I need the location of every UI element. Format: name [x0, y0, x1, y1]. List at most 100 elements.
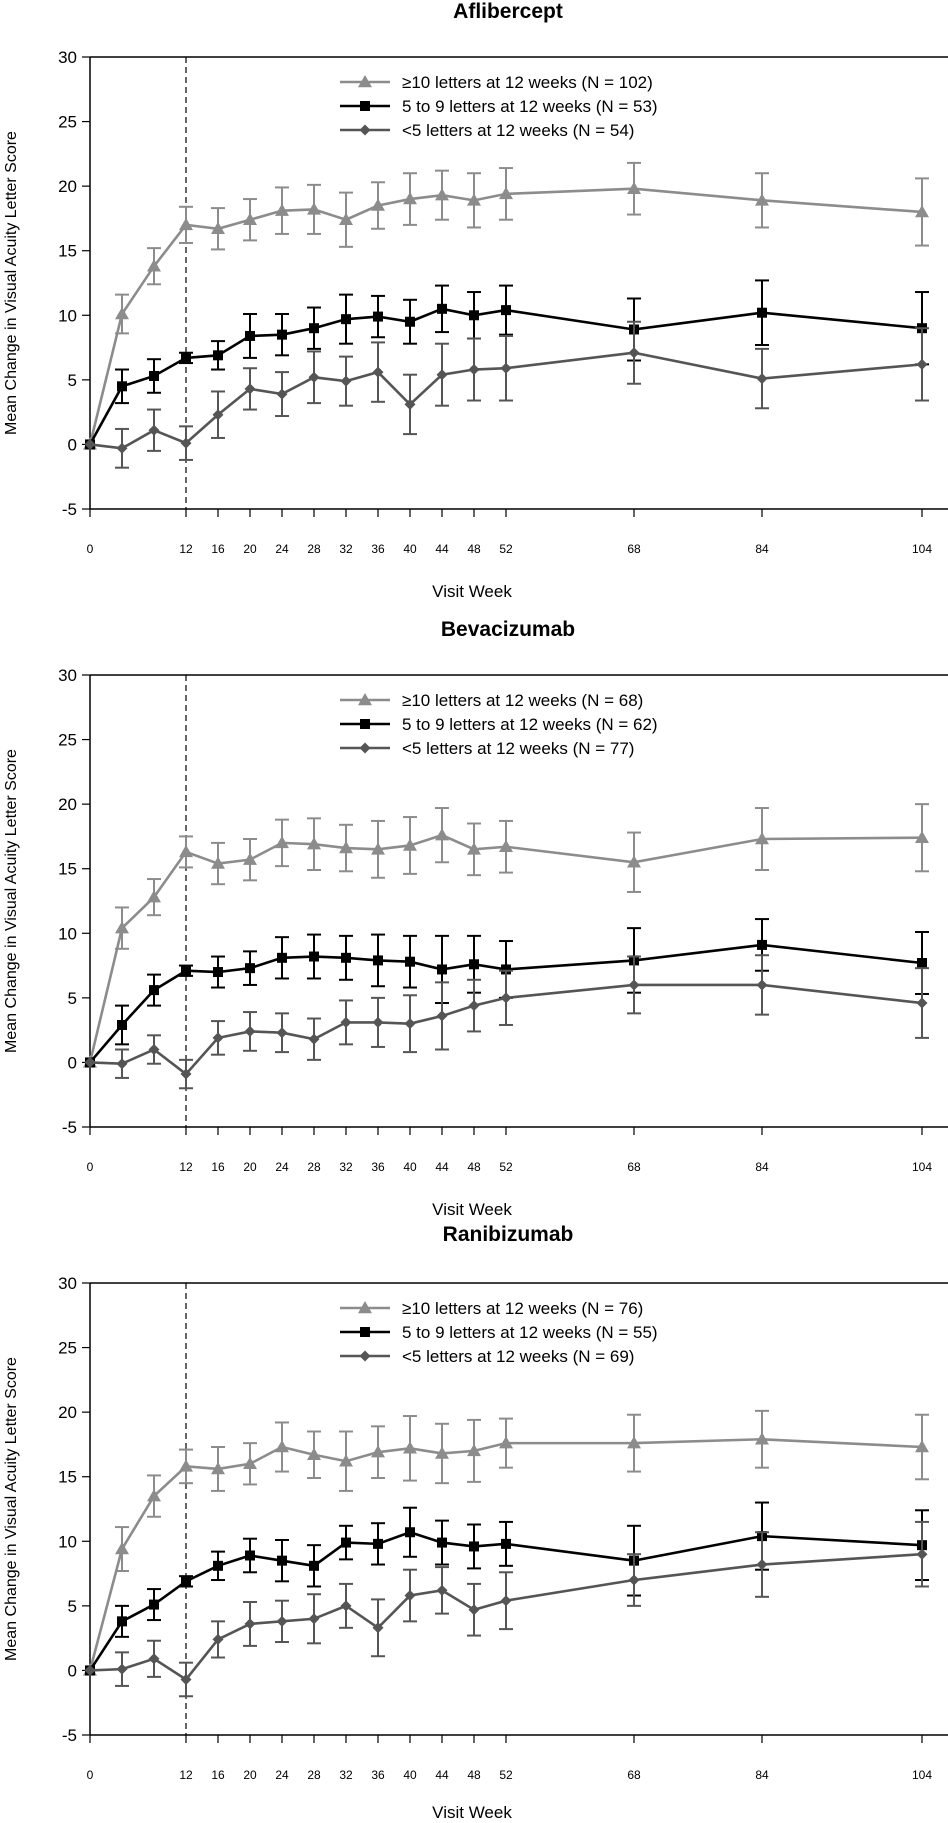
- x-tick-label: 32: [339, 542, 353, 556]
- data-point: [403, 838, 417, 851]
- y-tick-label: 0: [68, 1053, 77, 1072]
- data-point: [148, 1653, 160, 1665]
- data-point: [627, 855, 641, 868]
- data-point: [147, 890, 161, 903]
- data-point: [181, 352, 191, 363]
- x-tick-label: 20: [243, 1768, 257, 1782]
- x-tick-label: 84: [755, 1768, 769, 1782]
- data-point: [244, 383, 256, 395]
- legend-entry: <5 letters at 12 weeks (N = 54): [402, 121, 634, 140]
- x-tick-label: 84: [755, 542, 769, 556]
- series-triangle: [83, 161, 929, 450]
- x-tick-label: 52: [499, 542, 513, 556]
- x-tick-label: 28: [307, 1768, 321, 1782]
- data-point: [469, 959, 479, 970]
- data-point: [213, 350, 223, 361]
- data-point: [276, 1615, 288, 1627]
- data-point: [339, 1454, 353, 1467]
- data-point: [468, 364, 480, 376]
- data-point: [341, 952, 351, 963]
- x-tick-label: 20: [243, 542, 257, 556]
- data-point: [340, 1600, 352, 1612]
- legend-entry: 5 to 9 letters at 12 weeks (N = 62): [402, 715, 658, 734]
- x-tick-label: 48: [467, 1768, 481, 1782]
- legend-marker: [359, 742, 371, 754]
- data-point: [245, 963, 255, 974]
- x-tick-label: 104: [912, 1160, 932, 1174]
- x-tick-label: 36: [371, 542, 385, 556]
- data-point: [147, 1489, 161, 1502]
- data-point: [373, 955, 383, 966]
- y-tick-label: 20: [58, 1403, 77, 1422]
- data-point: [339, 841, 353, 854]
- data-point: [179, 844, 193, 858]
- data-point: [180, 1068, 192, 1080]
- y-tick-label: 20: [58, 177, 77, 196]
- data-point: [468, 1604, 480, 1616]
- legend-entry: <5 letters at 12 weeks (N = 77): [402, 739, 634, 758]
- data-point: [115, 306, 129, 320]
- x-tick-label: 0: [87, 542, 94, 556]
- data-point: [915, 1440, 929, 1453]
- x-tick-label: 68: [627, 1160, 641, 1174]
- data-point: [243, 212, 257, 225]
- data-point: [277, 329, 287, 340]
- data-point: [245, 330, 255, 341]
- x-tick-label: 68: [627, 1768, 641, 1782]
- data-point: [243, 1456, 257, 1470]
- series-diamond: [84, 954, 929, 1090]
- chart-panel-bevacizumab: Bevacizumab -5 0 5 10 15 20 25 30 0 12 16 20 24 28 32 36…: [3, 618, 948, 1219]
- y-axis-label: Mean Change in Visual Acuity Letter Scor…: [3, 1357, 20, 1661]
- data-point: [500, 992, 512, 1004]
- data-point: [277, 952, 287, 963]
- data-point: [84, 438, 96, 450]
- data-point: [757, 307, 767, 318]
- y-tick-label: 15: [58, 860, 77, 879]
- data-point: [916, 358, 928, 370]
- data-point: [212, 409, 224, 421]
- data-point: [213, 1560, 223, 1571]
- series-diamond: [84, 1520, 929, 1698]
- data-point: [179, 1459, 193, 1472]
- data-point: [117, 1616, 127, 1627]
- data-point: [117, 1019, 127, 1030]
- data-point: [307, 1447, 321, 1461]
- data-point: [341, 314, 351, 325]
- legend-entry: 5 to 9 letters at 12 weeks (N = 55): [402, 1323, 658, 1342]
- x-tick-label: 36: [371, 1768, 385, 1782]
- data-point: [371, 198, 385, 211]
- data-point: [435, 1446, 449, 1459]
- data-point: [211, 221, 225, 235]
- legend-marker: [358, 1301, 372, 1314]
- data-point: [149, 985, 159, 996]
- y-tick-label: 30: [58, 666, 77, 685]
- legend-entry: <5 letters at 12 weeks (N = 69): [402, 1347, 634, 1366]
- data-point: [115, 1542, 129, 1555]
- data-point: [275, 203, 289, 216]
- y-tick-label: 10: [58, 924, 77, 943]
- y-tick-label: -5: [62, 1118, 77, 1137]
- data-point: [211, 856, 225, 869]
- x-tick-label: 40: [403, 1160, 417, 1174]
- x-tick-label: 12: [179, 542, 193, 556]
- data-point: [628, 1574, 640, 1586]
- y-tick-label: 20: [58, 795, 77, 814]
- data-point: [149, 370, 159, 381]
- series-triangle: [83, 1409, 929, 1676]
- data-point: [181, 1576, 191, 1587]
- x-tick-label: 52: [499, 1768, 513, 1782]
- data-point: [467, 842, 481, 855]
- data-point: [467, 193, 481, 206]
- data-point: [756, 1559, 768, 1571]
- data-point: [147, 259, 161, 272]
- data-point: [437, 964, 447, 975]
- data-point: [628, 979, 640, 991]
- y-tick-label: 25: [58, 731, 77, 750]
- data-point: [308, 1033, 320, 1045]
- x-tick-label: 84: [755, 1160, 769, 1174]
- data-point: [307, 202, 321, 215]
- y-tick-label: -5: [62, 500, 77, 519]
- data-point: [403, 192, 417, 205]
- data-point: [116, 1663, 128, 1675]
